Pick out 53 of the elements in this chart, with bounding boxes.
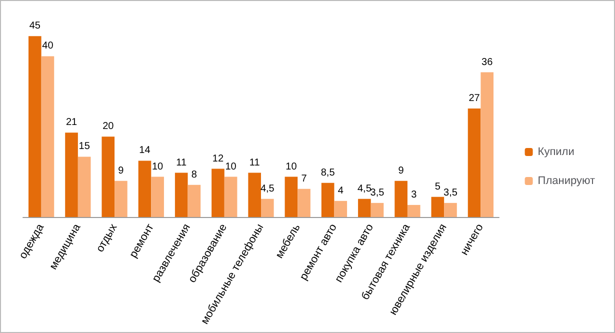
bar: [431, 196, 444, 217]
data-label: 45: [29, 20, 41, 32]
data-label: 11: [176, 157, 187, 168]
data-label: 9: [118, 165, 124, 176]
bar: [188, 184, 201, 217]
bar: [174, 172, 188, 217]
data-label: 10: [225, 161, 237, 172]
bar: [65, 132, 78, 217]
bar: [284, 176, 298, 217]
bar: [468, 108, 481, 217]
bar: [444, 202, 457, 217]
bar: [480, 72, 494, 217]
bar: [321, 182, 334, 217]
bar: [298, 188, 310, 217]
data-label: 10: [152, 161, 164, 172]
bar: [248, 172, 261, 217]
data-label: 4: [338, 185, 344, 196]
data-label: 7: [301, 173, 308, 184]
bar: [114, 180, 128, 217]
legend-label: Купили: [538, 146, 574, 158]
data-label: 9: [398, 165, 404, 176]
bar: [212, 168, 224, 217]
bar: [78, 156, 91, 217]
data-label: 8: [191, 169, 198, 180]
bar: [358, 198, 371, 217]
data-label: 40: [42, 40, 54, 52]
bar: [224, 176, 238, 217]
data-label: 10: [286, 161, 298, 172]
data-label: 27: [468, 92, 480, 104]
data-label: 21: [66, 117, 78, 128]
bar: [102, 136, 115, 217]
data-label: 15: [78, 141, 90, 152]
data-label: 12: [212, 153, 224, 164]
bar: [394, 180, 408, 217]
bar: [370, 202, 384, 217]
data-label: 36: [482, 56, 494, 68]
data-label: 3: [411, 189, 418, 200]
data-label: 4,5: [357, 183, 372, 194]
bar: [151, 176, 164, 217]
data-label: 20: [102, 121, 114, 132]
bar: [407, 204, 420, 217]
data-label: 8,5: [320, 167, 336, 178]
data-label: 5: [434, 181, 441, 192]
data-label: 14: [139, 145, 151, 156]
data-label: 11: [249, 157, 260, 168]
data-label: 3,5: [370, 187, 385, 198]
bar: [261, 198, 274, 217]
data-label: 3,5: [444, 187, 458, 198]
bar: [28, 36, 42, 217]
legend-label: Планируют: [538, 175, 595, 187]
bar: [334, 200, 348, 217]
bar: [138, 160, 152, 217]
bar: [41, 56, 54, 217]
